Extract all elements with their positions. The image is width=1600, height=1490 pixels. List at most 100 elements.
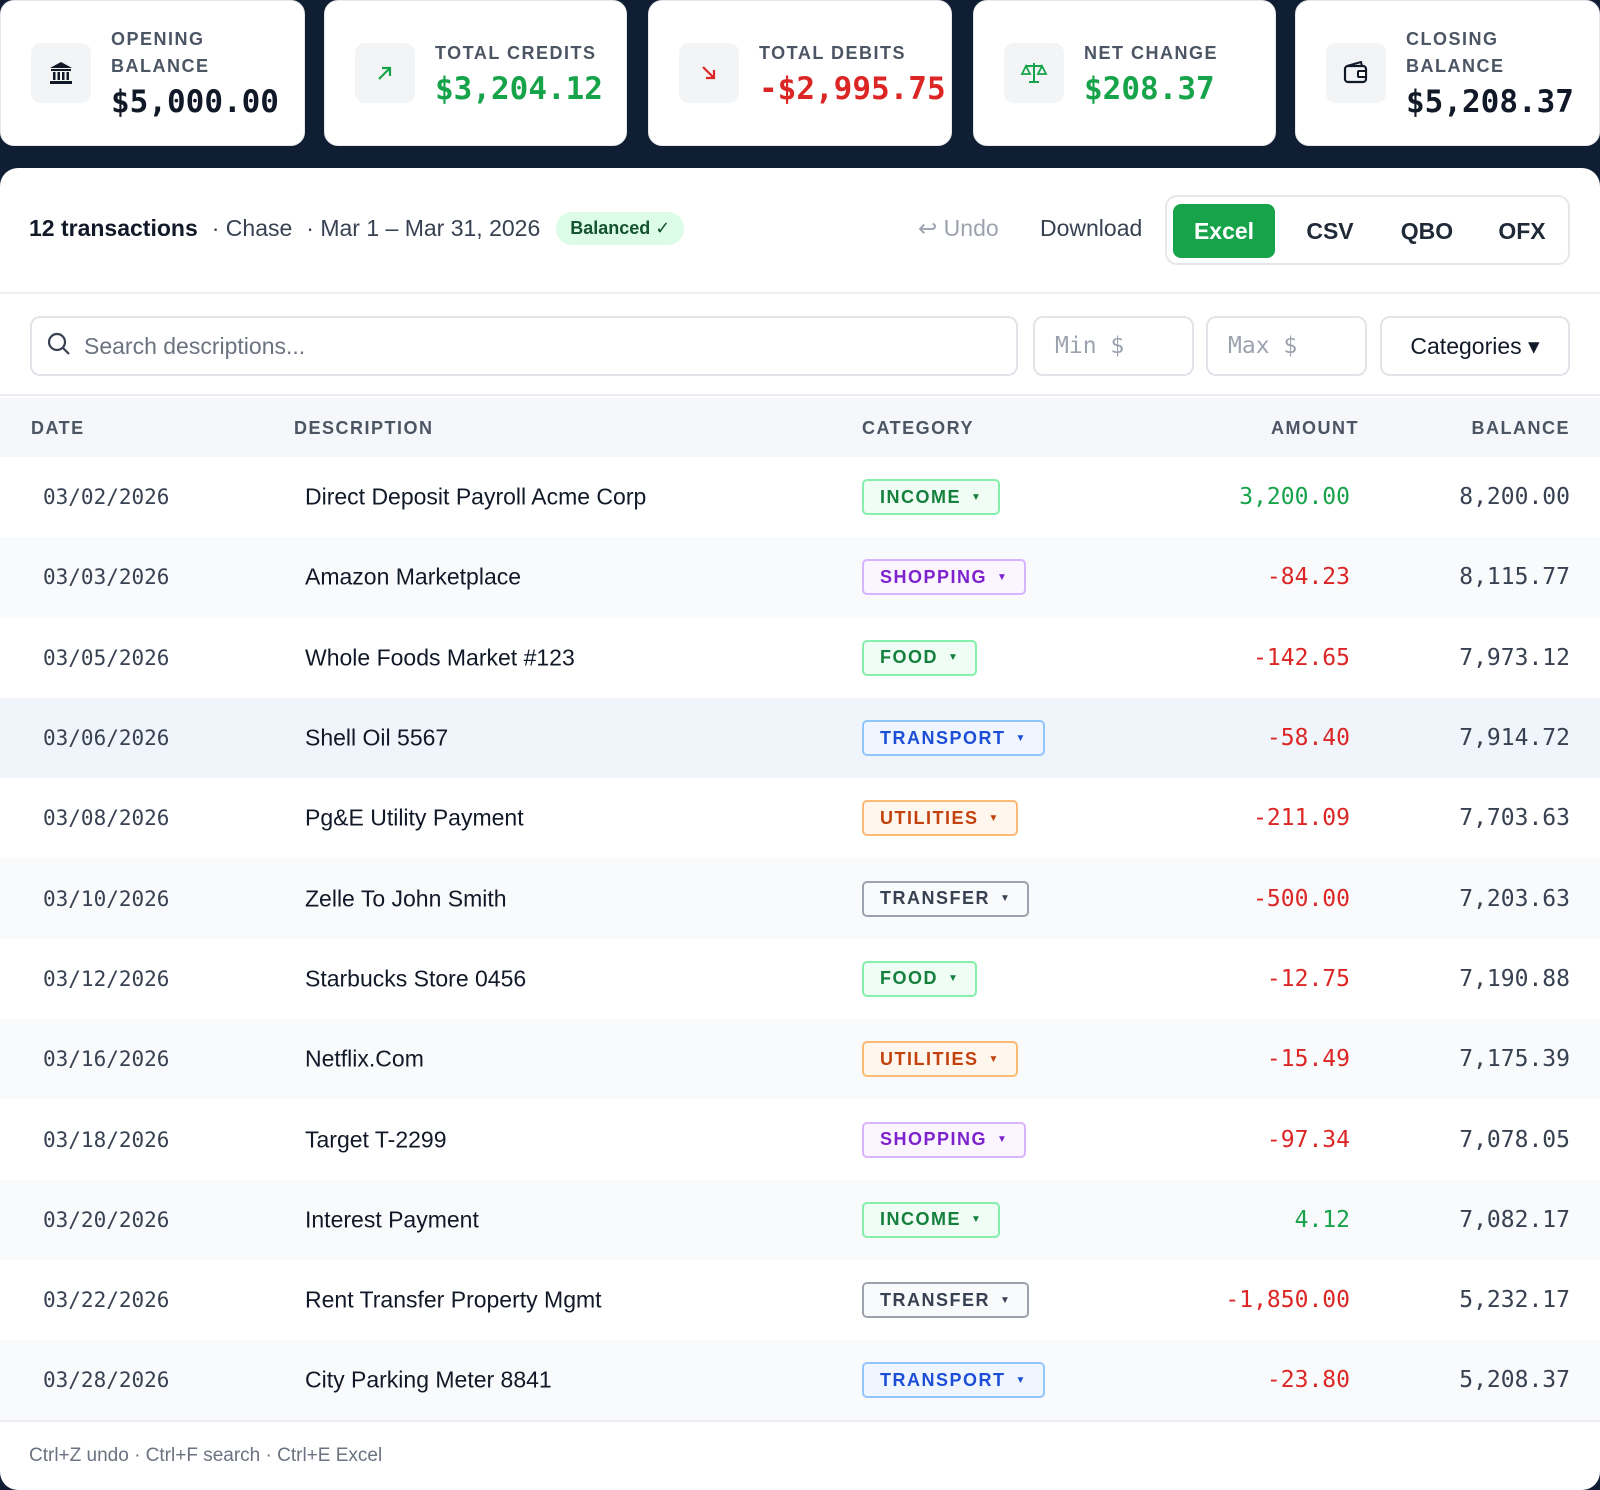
category-dropdown[interactable]: SHOPPING ▼ — [862, 559, 1027, 596]
category-dropdown[interactable]: INCOME ▼ — [862, 1201, 1001, 1238]
closing-balance-card: CLOSING BALANCE $5,208.37 — [1295, 0, 1600, 146]
search-icon — [46, 331, 72, 362]
keyboard-shortcuts: Ctrl+Z undo · Ctrl+F search · Ctrl+E Exc… — [0, 1420, 1600, 1490]
header-amount[interactable]: AMOUNT — [1271, 418, 1359, 438]
category-label: TRANSPORT — [880, 727, 1006, 748]
category-dropdown[interactable]: SHOPPING ▼ — [862, 1121, 1027, 1158]
category-dropdown[interactable]: TRANSPORT ▼ — [862, 720, 1045, 757]
table-row[interactable]: 03/18/2026 Target T-2299 SHOPPING ▼ -97.34 7,… — [0, 1099, 1600, 1179]
table-row[interactable]: 03/08/2026 Pg&E Utility Payment UTILITIES ▼… — [0, 778, 1600, 858]
row-balance: 5,232.17 — [1459, 1287, 1570, 1314]
download-label: Download — [1040, 215, 1143, 241]
category-label: TRANSFER — [880, 888, 990, 909]
row-description: Direct Deposit Payroll Acme Corp — [305, 483, 647, 510]
category-dropdown[interactable]: TRANSFER ▼ — [862, 1282, 1030, 1319]
opening-balance-card: OPENING BALANCE $5,000.00 — [0, 0, 305, 146]
max-amount-field[interactable] — [1206, 316, 1367, 376]
row-amount: -1,850.00 — [1225, 1287, 1350, 1314]
category-dropdown[interactable]: UTILITIES ▼ — [862, 800, 1018, 837]
category-label: INCOME — [880, 486, 961, 507]
row-date: 03/12/2026 — [43, 966, 170, 991]
caret-down-icon: ▼ — [988, 1053, 1000, 1065]
transaction-count: 12 transactions — [29, 215, 198, 241]
header-date[interactable]: DATE — [31, 418, 85, 438]
category-dropdown[interactable]: TRANSFER ▼ — [862, 880, 1030, 917]
categories-dropdown[interactable]: Categories ▾ — [1380, 316, 1570, 376]
closing-balance-label-2: BALANCE — [1406, 56, 1505, 76]
table-row[interactable]: 03/05/2026 Whole Foods Market #123 FOOD ▼ -1… — [0, 618, 1600, 698]
header-description[interactable]: DESCRIPTION — [294, 418, 434, 438]
category-dropdown[interactable]: TRANSPORT ▼ — [862, 1362, 1045, 1399]
total-debits-card: TOTAL DEBITS -$2,995.75 — [648, 0, 952, 146]
caret-down-icon: ▼ — [1000, 893, 1012, 905]
caret-down-icon: ▼ — [997, 1134, 1009, 1146]
row-balance: 7,175.39 — [1459, 1046, 1570, 1073]
category-label: INCOME — [880, 1209, 961, 1230]
category-dropdown[interactable]: FOOD ▼ — [862, 639, 978, 676]
total-credits-value: $3,204.12 — [435, 70, 603, 107]
category-label: FOOD — [880, 968, 938, 989]
excel-button[interactable]: Excel — [1173, 204, 1275, 258]
closing-balance-label-1: CLOSING — [1406, 29, 1499, 49]
total-credits-card: TOTAL CREDITS $3,204.12 — [324, 0, 627, 146]
row-description: Starbucks Store 0456 — [305, 965, 527, 992]
qbo-button[interactable]: QBO — [1400, 218, 1454, 244]
row-balance: 7,082.17 — [1459, 1206, 1570, 1233]
search-input[interactable] — [84, 332, 984, 360]
transactions-panel: 12 transactions · Chase · Mar 1 – Mar 31… — [0, 168, 1600, 1490]
statement-period: · Mar 1 – Mar 31, 2026 — [306, 215, 541, 241]
undo-button[interactable]: ↩ Undo — [918, 215, 999, 241]
table-row[interactable]: 03/28/2026 City Parking Meter 8841 TRANSPO… — [0, 1340, 1600, 1421]
net-change-card: NET CHANGE $208.37 — [973, 0, 1276, 146]
table-row[interactable]: 03/03/2026 Amazon Marketplace SHOPPING ▼ -84… — [0, 537, 1600, 618]
min-amount-input[interactable] — [1055, 333, 1175, 359]
table-row[interactable]: 03/20/2026 Interest Payment INCOME ▼ 4.12 7,0… — [0, 1179, 1600, 1260]
row-date: 03/22/2026 — [43, 1288, 170, 1313]
table-row[interactable]: 03/22/2026 Rent Transfer Property Mgmt TRA… — [0, 1260, 1600, 1340]
summary-cards: OPENING BALANCE $5,000.00 TOTAL CREDITS … — [0, 0, 1600, 146]
category-dropdown[interactable]: INCOME ▼ — [862, 479, 1001, 516]
caret-down-icon: ▼ — [971, 1214, 983, 1226]
row-description: Whole Foods Market #123 — [305, 644, 575, 671]
header-category[interactable]: CATEGORY — [862, 418, 975, 438]
row-amount: 3,200.00 — [1239, 484, 1350, 511]
category-dropdown[interactable]: FOOD ▼ — [862, 960, 978, 997]
toolbar: 12 transactions · Chase · Mar 1 – Mar 31… — [0, 168, 1600, 294]
caret-down-icon: ▼ — [971, 491, 983, 503]
table-row[interactable]: 03/12/2026 Starbucks Store 0456 FOOD ▼ -12.7… — [0, 939, 1600, 1019]
row-date: 03/03/2026 — [43, 565, 170, 590]
table-row[interactable]: 03/02/2026 Direct Deposit Payroll Acme Co… — [0, 457, 1600, 537]
table-row[interactable]: 03/16/2026 Netflix.Com UTILITIES ▼ -15.49 7,1… — [0, 1019, 1600, 1100]
min-amount-field[interactable] — [1033, 316, 1194, 376]
table-header: DATE DESCRIPTION CATEGORY AMOUNT BALANCE — [0, 398, 1600, 457]
row-balance: 8,200.00 — [1459, 484, 1570, 511]
total-credits-label: TOTAL CREDITS — [435, 42, 597, 63]
row-date: 03/16/2026 — [43, 1047, 170, 1072]
table-row[interactable]: 03/06/2026 Shell Oil 5567 TRANSPORT ▼ -58.40… — [0, 697, 1600, 779]
csv-button[interactable]: CSV — [1306, 218, 1354, 244]
category-label: SHOPPING — [880, 566, 988, 587]
search-box[interactable] — [30, 316, 1018, 376]
row-balance: 7,190.88 — [1459, 965, 1570, 992]
row-balance: 5,208.37 — [1459, 1367, 1570, 1394]
row-amount: -142.65 — [1253, 644, 1350, 671]
row-balance: 7,703.63 — [1459, 805, 1570, 832]
row-description: Rent Transfer Property Mgmt — [305, 1286, 602, 1313]
row-balance: 8,115.77 — [1459, 564, 1570, 591]
row-date: 03/10/2026 — [43, 886, 170, 911]
row-description: City Parking Meter 8841 — [305, 1366, 552, 1393]
row-date: 03/02/2026 — [43, 485, 170, 510]
row-description: Pg&E Utility Payment — [305, 804, 524, 831]
header-balance[interactable]: BALANCE — [1471, 418, 1570, 438]
table-row[interactable]: 03/10/2026 Zelle To John Smith TRANSFER ▼ -5… — [0, 858, 1600, 939]
row-balance: 7,078.05 — [1459, 1126, 1570, 1153]
max-amount-input[interactable] — [1228, 333, 1348, 359]
category-dropdown[interactable]: UTILITIES ▼ — [862, 1041, 1018, 1078]
row-amount: -58.40 — [1266, 725, 1350, 752]
opening-balance-label-1: OPENING — [111, 29, 205, 49]
row-amount: -500.00 — [1253, 885, 1350, 912]
row-balance: 7,203.63 — [1459, 885, 1570, 912]
ofx-button[interactable]: OFX — [1498, 218, 1546, 244]
row-amount: -12.75 — [1266, 965, 1350, 992]
caret-down-icon: ▼ — [1015, 1374, 1027, 1386]
